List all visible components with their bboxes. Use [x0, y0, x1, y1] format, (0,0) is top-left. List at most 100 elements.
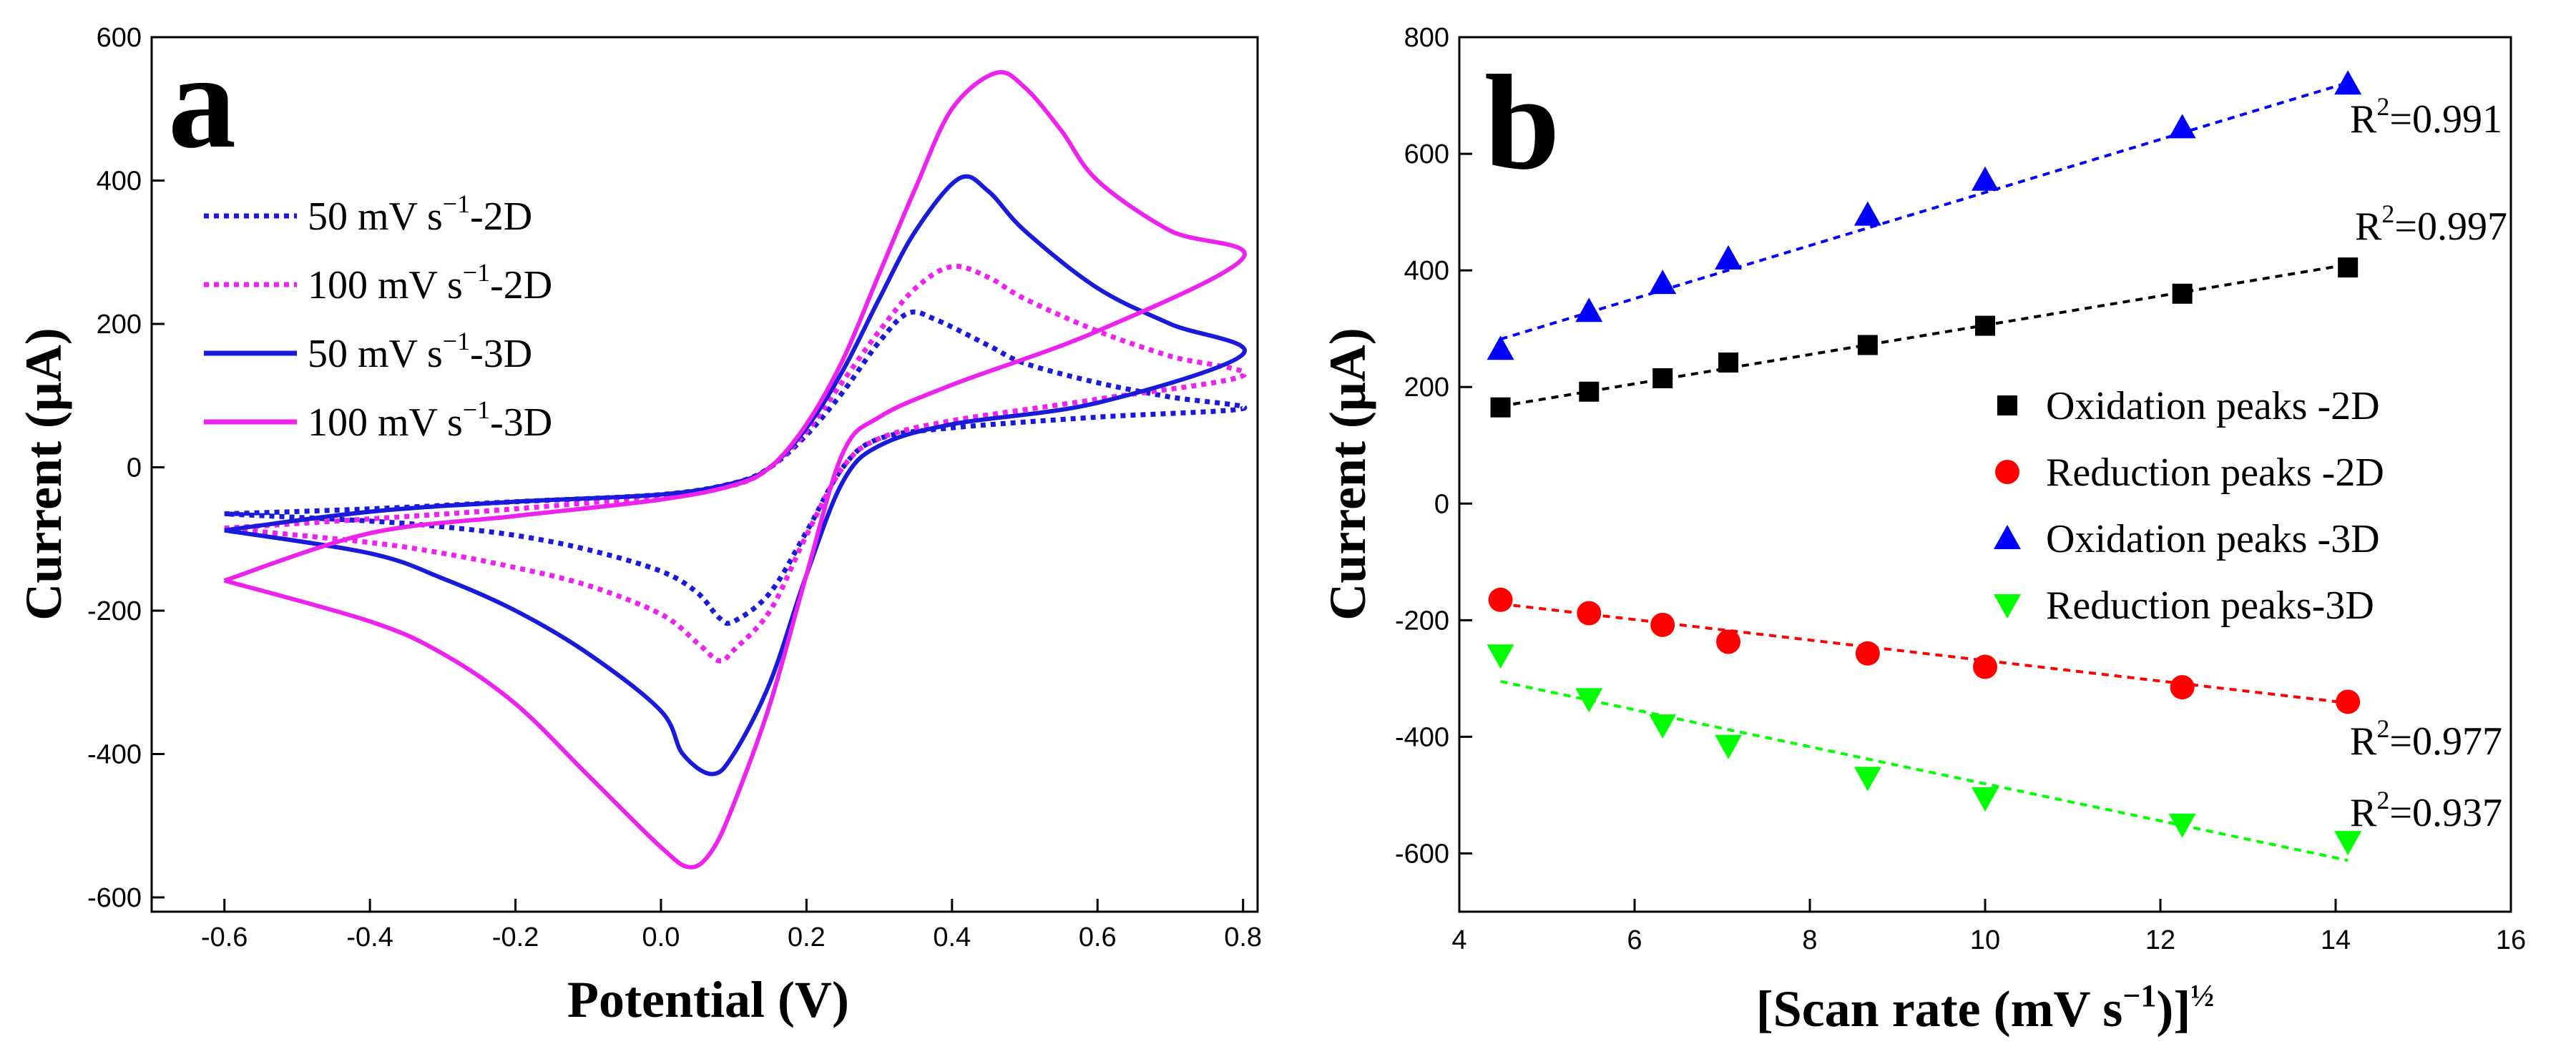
data-point-s2-7 [2170, 675, 2195, 700]
legend-b-label-4: Reduction peaks-3D [2046, 583, 2374, 628]
panel-b-x-tick-label: 14 [2321, 925, 2351, 955]
data-point-s1-5 [1857, 335, 1878, 355]
data-point-s3-6 [1972, 166, 1999, 191]
panel-a-letter: a [168, 26, 236, 177]
legend-a-item-2: 100 mV s−1-2D [204, 258, 552, 307]
legend-a-label-3: 50 mV s−1-3D [308, 327, 532, 376]
panel-a-x-tick-label: 0.8 [1224, 922, 1262, 952]
data-point-s2-3 [1650, 612, 1675, 637]
panel-b-y-tick-label: -400 [1395, 722, 1449, 752]
panel-b-x-tick-label: 10 [1970, 925, 2000, 955]
data-point-s1-2 [1579, 381, 1600, 402]
panel-b-legend: Oxidation peaks -2D Reduction peaks -2D … [1994, 384, 2384, 628]
panel-a-legend: 50 mV s−1-2D 100 mV s−1-2D 50 mV s−1-3D … [204, 189, 552, 445]
legend-b-marker-4 [1994, 594, 2021, 619]
panel-b-chart: 4 6 8 10 12 14 16 -600 -400 -200 0 200 400 600 800 b O… [1319, 23, 2526, 1038]
panel-a-y-tick-label: 200 [97, 310, 142, 340]
data-point-s1-8 [2338, 257, 2359, 278]
panel-b-y-tick-label: 0 [1434, 489, 1449, 519]
panel-b-y-axis-title: Current (μA) [1319, 327, 1376, 620]
panel-b-x-tick-label: 4 [1451, 925, 1466, 955]
panel-b-y-tick-label: 800 [1404, 23, 1449, 53]
data-point-s1-3 [1652, 368, 1673, 388]
panel-a-y-tick-label: 0 [127, 453, 142, 483]
data-point-s2-1 [1488, 587, 1513, 612]
legend-b-item-4: Reduction peaks-3D [1994, 583, 2374, 628]
panel-a-y-tick-label: 600 [97, 23, 142, 53]
legend-b-marker-shape-2 [1995, 460, 2019, 484]
data-point-s2-2 [1577, 601, 1602, 626]
data-point-s3-8 [2334, 70, 2362, 95]
panel-b-x-tick-label: 8 [1802, 925, 1817, 955]
panel-a-y-tick-label: 400 [97, 166, 142, 196]
panel-b-frame [1458, 36, 2512, 913]
data-point-s3-2 [1575, 297, 1603, 322]
legend-a-item-3: 50 mV s−1-3D [204, 327, 532, 376]
legend-b-marker-shape-3 [1994, 525, 2021, 549]
panel-b-ticks: 4 6 8 10 12 14 16 -600 -400 -200 0 200 400 600 800 [1395, 23, 2526, 955]
r2-annotation-reduction-2d: R2=0.977 [2350, 714, 2502, 764]
panel-a-ticks: -0.6 -0.4 -0.2 0.0 0.2 0.4 0.6 0.8 -600 -400 -200 0… [87, 23, 1262, 952]
data-point-s2-6 [1973, 654, 1997, 679]
panel-a-y-tick-label: -400 [87, 739, 142, 769]
data-point-s3-1 [1487, 335, 1514, 360]
panel-b-x-tick-label: 16 [2496, 925, 2526, 955]
panel-b-y-tick-label: 400 [1404, 256, 1449, 286]
legend-b-label-3: Oxidation peaks -3D [2046, 517, 2380, 561]
panel-b-x-tick-label: 6 [1627, 925, 1642, 955]
r2-annotation-reduction-3d: R2=0.937 [2350, 786, 2502, 835]
legend-b-marker-1 [1997, 395, 2017, 415]
legend-b-marker-2 [1995, 460, 2019, 484]
legend-b-marker-shape-1 [1997, 395, 2017, 415]
panel-a-x-tick-label: 0.6 [1079, 922, 1117, 952]
data-point-s4-2 [1575, 688, 1603, 713]
data-point-s1-1 [1490, 397, 1511, 418]
cv-curve-4 [223, 69, 1247, 870]
fit-line-3 [1499, 81, 2349, 341]
data-point-s2-4 [1716, 629, 1741, 654]
legend-b-marker-shape-4 [1994, 594, 2021, 619]
panel-a-x-tick-label: -0.2 [492, 922, 539, 952]
data-point-s4-5 [1853, 767, 1881, 792]
panel-a-frame [150, 36, 1259, 913]
panel-a-y-axis-title: Current (μA) [15, 327, 72, 620]
data-point-s4-1 [1487, 644, 1514, 669]
legend-b-label-2: Reduction peaks -2D [2046, 450, 2384, 495]
legend-b-item-2: Reduction peaks -2D [1995, 450, 2384, 495]
legend-b-item-3: Oxidation peaks -3D [1994, 517, 2380, 561]
data-point-s2-5 [1855, 641, 1880, 666]
panel-a-x-tick-label: 0.0 [642, 922, 680, 952]
legend-a-label-4: 100 mV s−1-3D [308, 395, 552, 445]
legend-a-label-2: 100 mV s−1-2D [308, 258, 552, 307]
data-point-s4-7 [2168, 813, 2196, 838]
panel-b-y-tick-label: 600 [1404, 139, 1449, 169]
legend-b-item-1: Oxidation peaks -2D [1997, 384, 2380, 428]
legend-b-label-1: Oxidation peaks -2D [2046, 384, 2380, 428]
panel-a-x-tick-label: -0.4 [346, 922, 393, 952]
data-point-s3-3 [1649, 270, 1677, 295]
panel-b-y-tick-label: 200 [1404, 373, 1449, 403]
data-point-s1-6 [1975, 315, 1995, 336]
panel-b-y-tick-label: -600 [1395, 839, 1449, 869]
data-point-s4-4 [1715, 734, 1743, 759]
r2-annotation-oxidation-3d: R2=0.991 [2350, 92, 2502, 142]
fit-line-4 [1500, 679, 2349, 862]
legend-b-marker-3 [1994, 525, 2021, 549]
panel-a-curves [223, 69, 1248, 870]
data-point-s4-8 [2334, 831, 2362, 856]
legend-a-item-4: 100 mV s−1-3D [204, 395, 552, 445]
panel-a-y-tick-label: -200 [87, 596, 142, 626]
panel-a-x-tick-label: 0.2 [788, 922, 826, 952]
panel-b-points [1487, 70, 2362, 856]
panel-b-letter: b [1484, 48, 1560, 198]
panel-b-fit-lines [1499, 81, 2349, 862]
panel-a-x-tick-label: 0.4 [933, 922, 971, 952]
panel-a-x-axis-title: Potential (V) [567, 971, 849, 1028]
data-point-s1-4 [1718, 352, 1739, 373]
data-point-s4-6 [1972, 787, 1999, 812]
panel-a-chart: -0.6 -0.4 -0.2 0.0 0.2 0.4 0.6 0.8 -600 -400 -200 0… [15, 23, 1262, 1028]
legend-a-item-1: 50 mV s−1-2D [204, 189, 532, 239]
data-point-s1-7 [2172, 283, 2193, 304]
data-point-s3-7 [2168, 114, 2196, 139]
